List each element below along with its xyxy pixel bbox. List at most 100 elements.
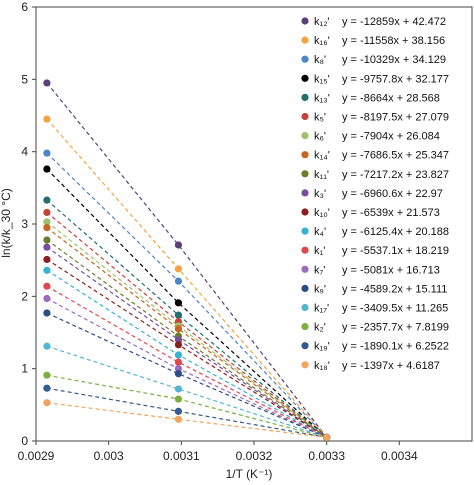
series-trendline [46, 221, 328, 438]
legend-series-name: k₉' [314, 283, 326, 295]
legend-equation: y = -9757.8x + 32.177 [342, 73, 449, 85]
legend-series-name: k₃' [314, 188, 326, 200]
legend-series-name: k₁₈' [314, 360, 330, 372]
legend-series-name: k₄' [314, 226, 326, 238]
data-points [43, 79, 331, 441]
legend-marker [301, 361, 309, 369]
legend-series-name: k₇' [314, 264, 325, 276]
x-axis-ticks: 0.0029 0.003 0.0031 0.0032 0.0033 0.0034 [18, 441, 418, 463]
data-point [174, 341, 183, 349]
data-point [43, 342, 51, 350]
series-trendline [46, 118, 328, 438]
legend-series-name: k₁₇' [314, 303, 329, 315]
data-point [174, 365, 183, 373]
y-tick-label: 0 [21, 434, 28, 448]
data-point [174, 415, 183, 423]
x-tick-label: 0.0032 [236, 449, 273, 463]
legend-equation: y = -6539x + 21.573 [342, 207, 440, 219]
series-trendline [46, 258, 328, 438]
data-point [174, 358, 183, 366]
y-tick-label: 6 [21, 0, 28, 14]
legend-equation: y = -3409.5x + 11.265 [342, 303, 448, 315]
data-point [174, 241, 183, 249]
legend-equation: y = -7217.2x + 23.827 [342, 169, 449, 181]
legend-series-name: k₁₁' [314, 169, 329, 181]
x-tick-label: 0.0034 [381, 449, 418, 463]
legend-marker [301, 208, 309, 216]
data-point [43, 384, 51, 392]
y-tick-label: 2 [21, 289, 28, 303]
legend-equation: y = -5537.1x + 18.219 [342, 245, 449, 257]
legend-series-name: k₁₀' [314, 207, 330, 219]
y-tick-label: 1 [21, 362, 28, 376]
data-point [43, 218, 51, 226]
data-point [43, 371, 51, 379]
legend-equation: y = -5081x + 16.713 [342, 264, 440, 276]
data-point [174, 395, 183, 403]
legend-equation: y = -10329x + 34.129 [342, 54, 446, 66]
legend-series-name: k₆' [314, 131, 326, 143]
data-point [43, 255, 51, 264]
series-trendline [46, 199, 328, 438]
legend-equation: y = -7686.5x + 25.347 [342, 150, 449, 162]
legend-marker [301, 303, 309, 312]
legend-equation: y = -11558x + 38.156 [342, 35, 445, 47]
legend-marker [301, 17, 309, 25]
data-point [174, 325, 183, 333]
legend-marker [301, 36, 309, 44]
data-point [43, 243, 51, 251]
legend-equation: y = -7904x + 26.084 [342, 131, 440, 143]
data-point [174, 336, 183, 344]
series-trendline [46, 285, 327, 438]
data-point [174, 370, 183, 378]
data-point [43, 282, 51, 290]
legend-series-name: k₁' [314, 245, 325, 257]
legend-series-name: k₁₂' [314, 16, 330, 28]
data-point [43, 309, 51, 317]
series-trendline [46, 227, 328, 438]
legend-series-name: k₁₅' [314, 73, 330, 85]
data-point [174, 299, 183, 307]
y-tick-label: 3 [21, 217, 28, 231]
data-point [43, 399, 51, 407]
legend-equation: y = -4589.2x + 15.111 [342, 283, 447, 295]
y-tick-label: 5 [21, 72, 28, 86]
legend-marker [301, 112, 309, 121]
data-point [174, 265, 183, 273]
legend-equation: y = -8664x + 28.568 [342, 92, 440, 104]
legend-marker [301, 74, 309, 82]
data-point [174, 311, 183, 319]
legend-marker [301, 284, 309, 292]
legend-marker [301, 151, 309, 159]
data-point [43, 79, 51, 87]
legend-series-name: k₁₉' [314, 341, 330, 353]
legend-equation: y = -1397x + 4.6187 [342, 360, 440, 372]
legend-marker [301, 170, 309, 178]
legend-marker [301, 227, 309, 235]
legend-series-name: k₈' [314, 54, 326, 66]
data-point [43, 196, 51, 204]
data-point [43, 236, 51, 244]
data-point [323, 433, 331, 441]
legend-marker [301, 189, 309, 197]
legend-marker [301, 93, 309, 101]
legend-marker [301, 323, 309, 331]
legend-series-name: k₅' [314, 112, 326, 124]
data-point [43, 208, 51, 217]
legend-marker [301, 246, 309, 254]
legend-equation: y = -1890.1x + 6.2522 [342, 341, 449, 353]
data-point [174, 407, 183, 415]
legend-series-name: k₁₃' [314, 92, 330, 104]
legend-equation: y = -2357.7x + 7.8199 [342, 322, 449, 334]
data-point [43, 294, 51, 303]
series-trendline [46, 402, 327, 438]
series-trendline [46, 345, 327, 438]
data-point [174, 277, 183, 285]
data-point [43, 149, 51, 157]
x-tick-label: 0.0029 [18, 449, 55, 463]
y-axis-title: ln(k/k_30 °C) [0, 188, 13, 258]
series-trendline [46, 211, 328, 438]
trendlines [46, 82, 328, 438]
series-trendline [46, 387, 327, 438]
